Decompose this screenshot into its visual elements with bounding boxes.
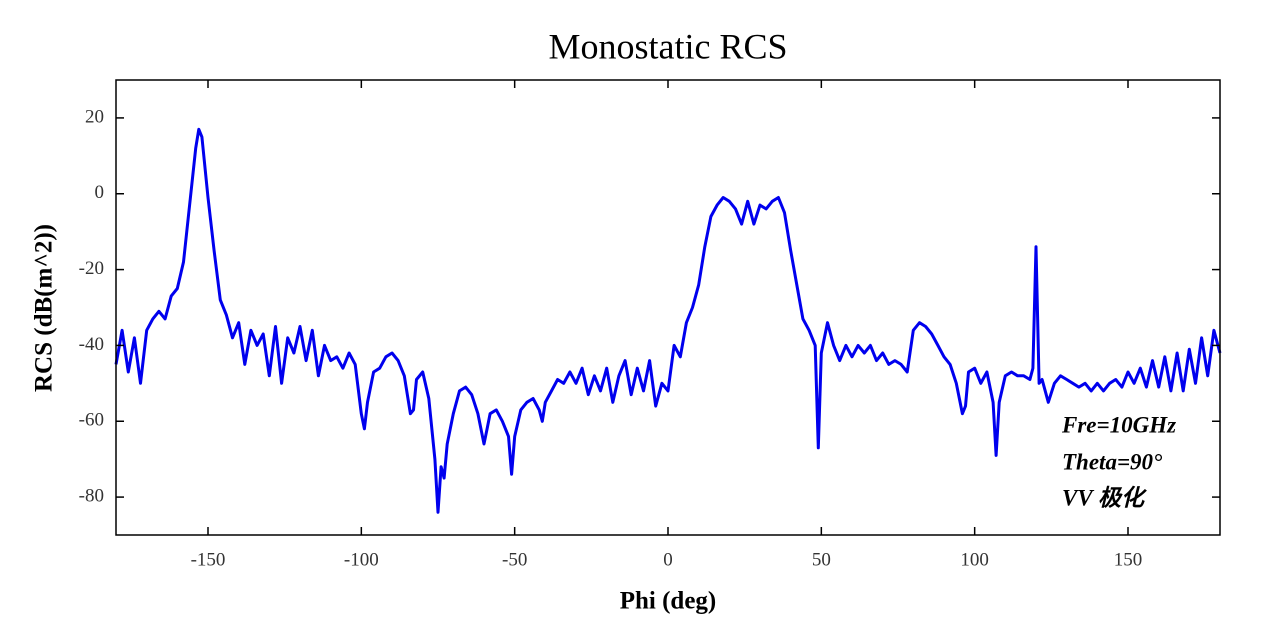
- x-tick-label: 50: [812, 549, 831, 570]
- y-tick-label: -20: [79, 258, 104, 279]
- x-tick-label: 150: [1114, 549, 1143, 570]
- x-tick-label: -50: [502, 549, 527, 570]
- plot-frame: [115, 79, 1221, 536]
- chart-title: Monostatic RCS: [548, 26, 787, 66]
- y-tick-label: -60: [79, 410, 104, 431]
- y-axis-label: RCS (dB(m^2)): [31, 224, 58, 392]
- annotation: Theta=90°: [1062, 449, 1163, 474]
- x-tick-label: 0: [663, 549, 673, 570]
- x-tick-label: -150: [191, 549, 226, 570]
- annotation: Fre=10GHz: [1061, 412, 1176, 437]
- annotation: VV 极化: [1062, 485, 1147, 510]
- y-tick-label: -40: [79, 334, 104, 355]
- y-tick-label: -80: [79, 485, 104, 506]
- y-tick-label: 0: [95, 182, 105, 203]
- x-tick-label: -100: [344, 549, 379, 570]
- x-axis-label: Phi (deg): [620, 588, 717, 615]
- y-tick-label: 20: [85, 106, 104, 127]
- x-tick-label: 100: [960, 549, 989, 570]
- data-line: [114, 127, 1222, 514]
